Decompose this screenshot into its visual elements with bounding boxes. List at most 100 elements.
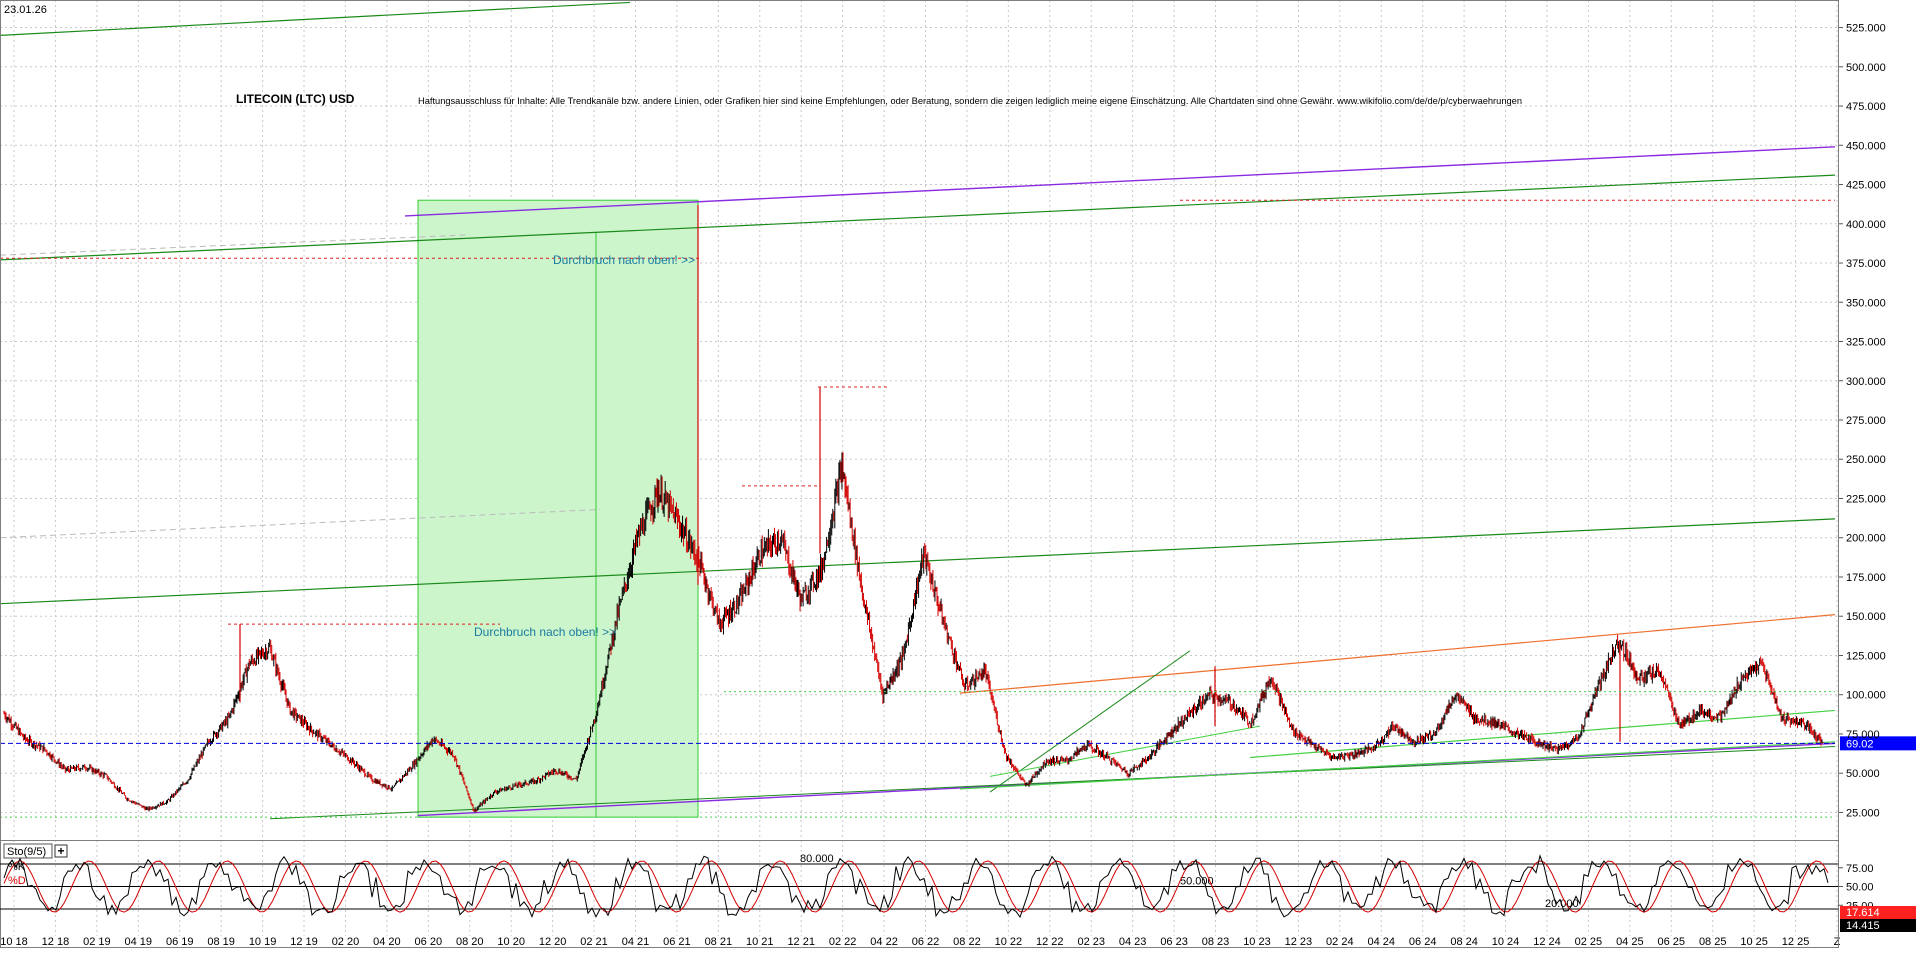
x-tick-label: 06 20 <box>415 936 443 948</box>
x-tick-label: 06 25 <box>1658 936 1686 948</box>
stoch-k-line <box>3 854 1829 919</box>
y-tick-label: 150.000 <box>1846 611 1886 623</box>
y-tick-label: 525.000 <box>1846 23 1886 35</box>
y-tick-label: 75.000 <box>1846 729 1880 741</box>
x-tick-label: 04 24 <box>1367 936 1395 948</box>
x-tick-label: 04 20 <box>373 936 401 948</box>
x-tick-label: 06 22 <box>912 936 940 948</box>
x-tick-label: 08 19 <box>207 936 235 948</box>
x-tick-label: 10 24 <box>1492 936 1520 948</box>
x-tick-label: 12 24 <box>1533 936 1561 948</box>
trend-line <box>959 614 1836 694</box>
x-tick-label: 10 20 <box>497 936 525 948</box>
x-tick-label: 08 22 <box>953 936 981 948</box>
x-tick-label: 02 20 <box>332 936 360 948</box>
plus-icon: + <box>58 844 65 858</box>
x-tick-label: 12 23 <box>1285 936 1313 948</box>
y-tick-label: 125.000 <box>1846 650 1886 662</box>
trend-line <box>0 234 471 256</box>
trend-line <box>404 146 1836 217</box>
current-price-label: 69.02 <box>1846 738 1874 750</box>
x-tick-label: 12 21 <box>787 936 815 948</box>
y-tick-label: 275.000 <box>1846 415 1886 427</box>
annotation-breakout-upper: Durchbruch nach oben! >> <box>553 253 695 267</box>
y-tick-label: 400.000 <box>1846 219 1886 231</box>
y-tick-label: 450.000 <box>1846 140 1886 152</box>
x-tick-label: 10 18 <box>0 936 28 948</box>
x-tick-label: 06 19 <box>166 936 194 948</box>
trend-line <box>989 650 1191 793</box>
annotation-breakout-lower: Durchbruch nach oben! >> <box>474 625 616 639</box>
x-tick-label: 08 25 <box>1699 936 1727 948</box>
trend-line <box>0 518 1836 605</box>
stoch-ref-label: 80.000 <box>800 853 834 865</box>
trend-line <box>959 741 1836 790</box>
x-tick-label: 06 21 <box>663 936 691 948</box>
y-tick-label: 350.000 <box>1846 297 1886 309</box>
y-tick-label: 375.000 <box>1846 258 1886 270</box>
x-tick-label: 02 23 <box>1077 936 1105 948</box>
x-tick-label: 02 22 <box>829 936 857 948</box>
trend-line <box>1249 709 1836 759</box>
x-tick-label: 08 23 <box>1202 936 1230 948</box>
stoch-k-badge <box>1840 906 1916 919</box>
y-tick-label: 250.000 <box>1846 454 1886 466</box>
x-tick-label: 04 22 <box>870 936 898 948</box>
y-tick-label: 50.000 <box>1846 768 1880 780</box>
indicator-settings-button[interactable] <box>54 844 68 858</box>
y-tick-label: 300.000 <box>1846 376 1886 388</box>
y-tick-label: 475.000 <box>1846 101 1886 113</box>
x-tick-label: 02 25 <box>1575 936 1603 948</box>
trend-line <box>0 1 631 36</box>
current-price-badge <box>1840 736 1916 751</box>
x-tick-label: 08 24 <box>1450 936 1478 948</box>
y-tick-label: 500.000 <box>1846 62 1886 74</box>
indicator-label-box[interactable] <box>3 843 53 859</box>
chart-title: LITECOIN (LTC) USD <box>236 92 355 106</box>
x-tick-label: 06 24 <box>1409 936 1437 948</box>
stoch-y-tick-label: 50.00 <box>1846 882 1874 894</box>
breakout-zone <box>417 199 699 818</box>
y-tick-label: 225.000 <box>1846 493 1886 505</box>
y-tick-label: 175.000 <box>1846 572 1886 584</box>
x-tick-label: 08 21 <box>705 936 733 948</box>
x-tick-label: 10 19 <box>249 936 277 948</box>
x-tick-label: 06 23 <box>1160 936 1188 948</box>
x-tick-label: 12 25 <box>1782 936 1810 948</box>
y-tick-label: 200.000 <box>1846 533 1886 545</box>
x-tick-label: 12 18 <box>42 936 70 948</box>
x-tick-label: 04 23 <box>1119 936 1147 948</box>
indicator-label: Sto(9/5) <box>7 846 46 858</box>
trend-line <box>0 174 1836 261</box>
x-tick-label: 12 22 <box>1036 936 1064 948</box>
y-tick-label: 325.000 <box>1846 337 1886 349</box>
y-tick-label: 100.000 <box>1846 690 1886 702</box>
y-tick-label: 25.000 <box>1846 807 1880 819</box>
x-tick-label: 10 22 <box>995 936 1023 948</box>
stoch-d-line <box>3 860 1829 913</box>
trend-line <box>989 725 1261 777</box>
stoch-y-tick-label: 75.00 <box>1846 863 1874 875</box>
x-tick-label: 02 24 <box>1326 936 1354 948</box>
trend-line <box>269 746 1836 820</box>
x-tick-label: 12 19 <box>290 936 318 948</box>
y-tick-label: 425.000 <box>1846 180 1886 192</box>
chart-disclaimer: Haftungsausschluss für Inhalte: Alle Tre… <box>418 95 1522 106</box>
x-tick-label: 04 19 <box>125 936 153 948</box>
x-tick-label: 10 23 <box>1243 936 1271 948</box>
chart-date: 23.01.26 <box>4 4 47 16</box>
stoch-d-badge <box>1840 919 1916 932</box>
x-tick-label: 12 20 <box>539 936 567 948</box>
stoch-d-value: 14.415 <box>1846 920 1880 932</box>
x-tick-label: 10 21 <box>746 936 774 948</box>
x-tick-label: 02 21 <box>580 936 608 948</box>
trend-line <box>0 508 601 539</box>
legend-d: %D <box>8 875 26 887</box>
x-tick-label: 04 21 <box>622 936 650 948</box>
x-tick-label: 08 20 <box>456 936 484 948</box>
x-tick-label: 04 25 <box>1616 936 1644 948</box>
x-tick-label: 02 19 <box>83 936 111 948</box>
x-tick-label: Z <box>1834 936 1841 948</box>
